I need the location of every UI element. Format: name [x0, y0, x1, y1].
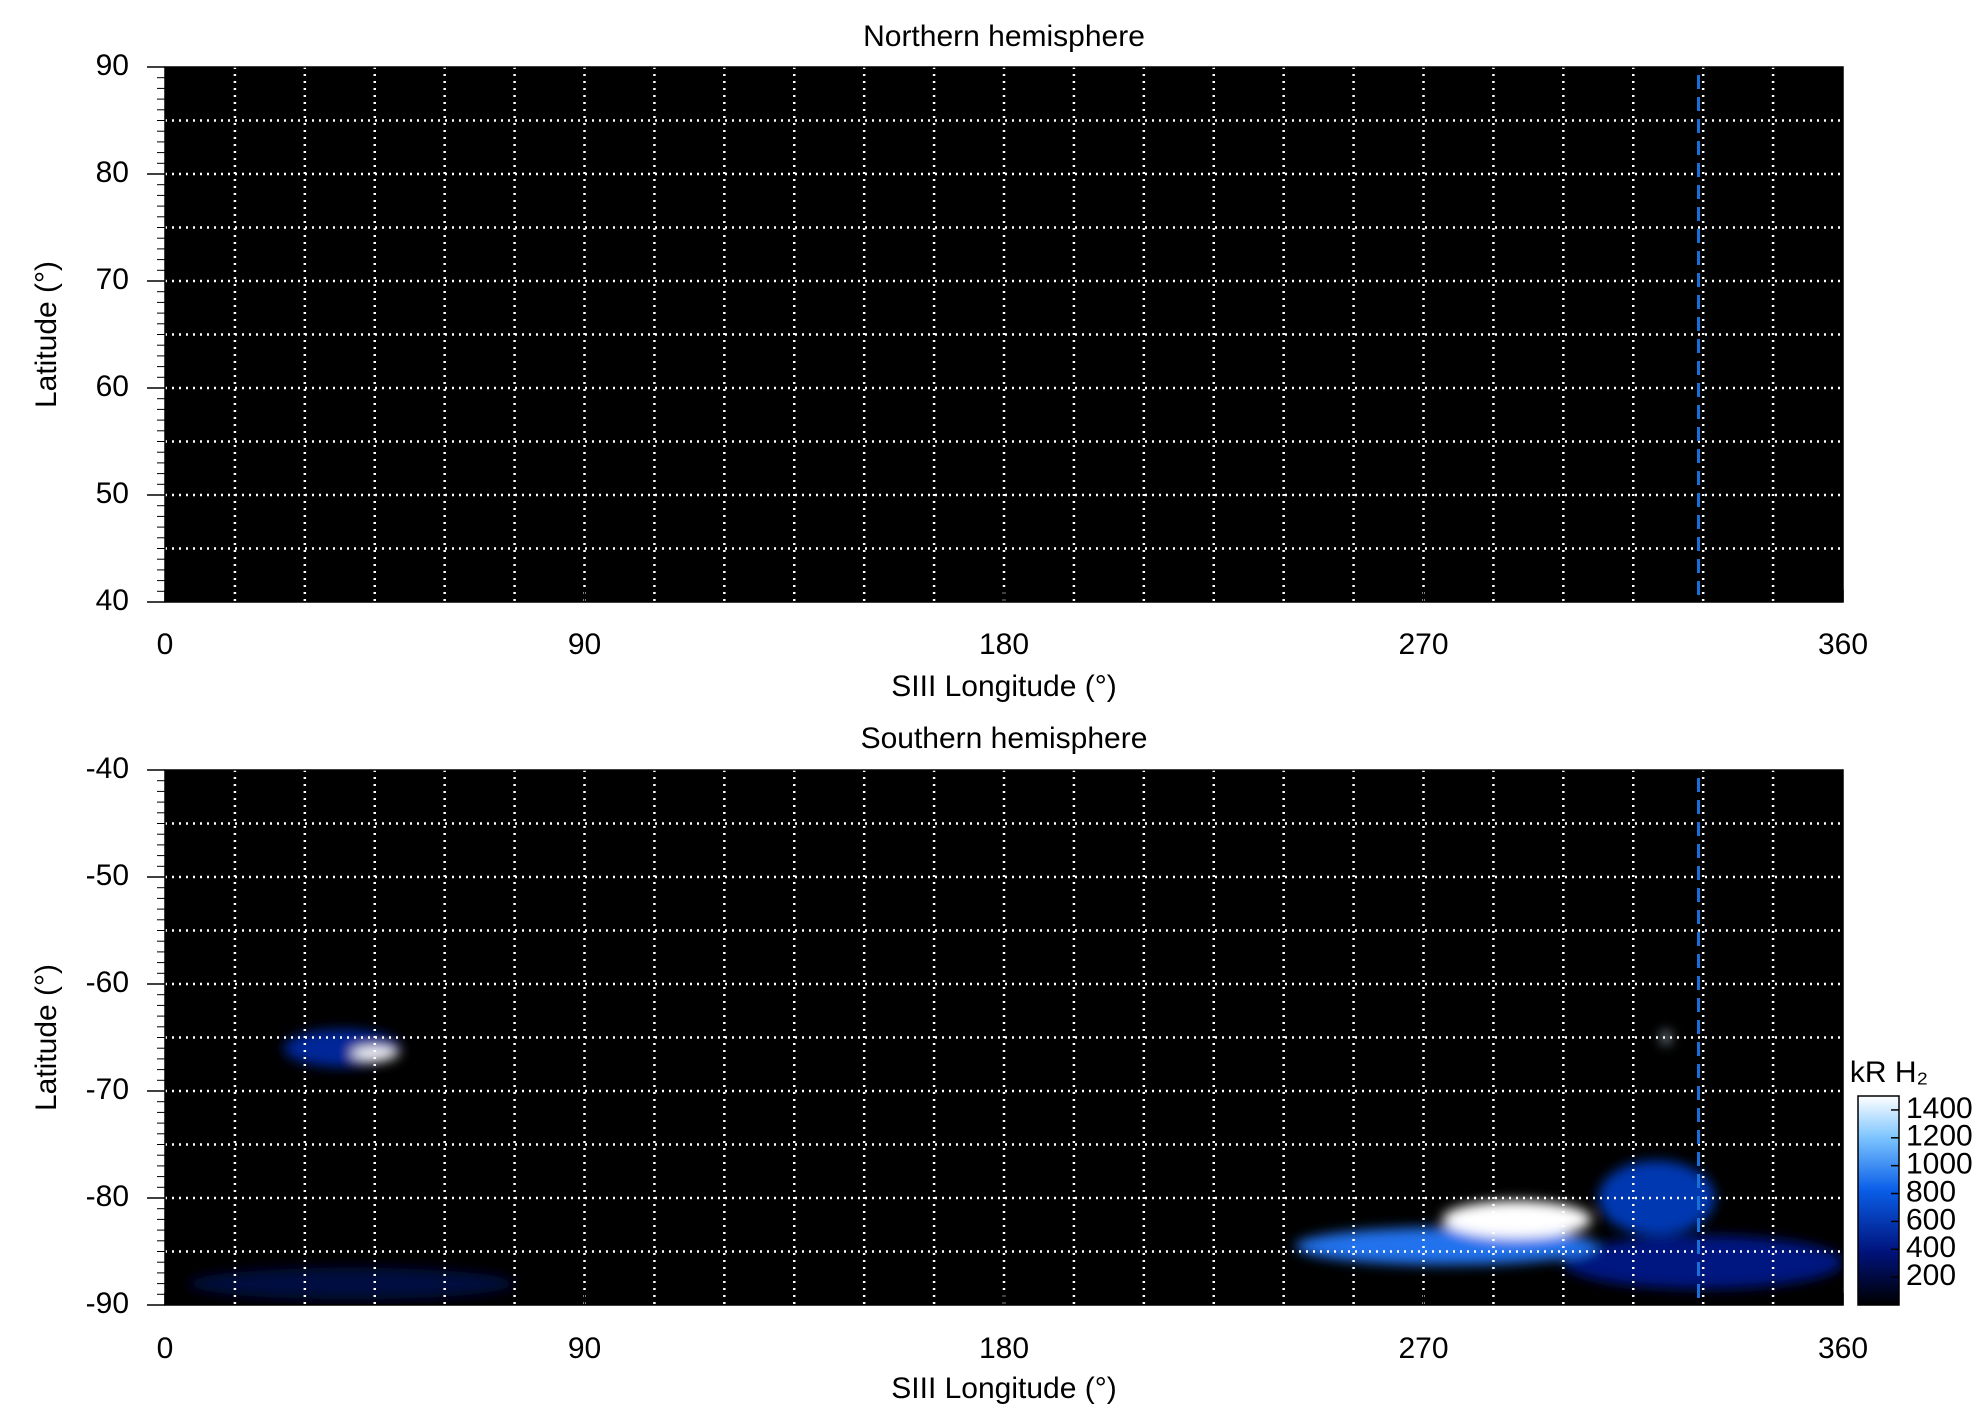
colorbar-tick-label: 200 [1906, 1259, 1956, 1292]
x-tick-label: 180 [979, 628, 1029, 661]
y-tick-label: -40 [86, 752, 129, 785]
x-tick-label: 90 [568, 1332, 601, 1365]
y-tick-label: -60 [86, 966, 129, 999]
y-tick-label: -90 [86, 1287, 129, 1320]
emission-region [351, 1047, 399, 1060]
y-tick-label: 60 [96, 370, 129, 403]
y-tick-label: 50 [96, 477, 129, 510]
y-tick-label: 80 [96, 156, 129, 189]
panel-title: Southern hemisphere [861, 722, 1148, 755]
y-axis-label: Latitude (°) [30, 964, 63, 1111]
colorbar-tick-label: 600 [1906, 1203, 1956, 1236]
y-tick-label: -70 [86, 1073, 129, 1106]
y-tick-label: 90 [96, 49, 129, 82]
colorbar-tick-label: 1400 [1906, 1092, 1973, 1125]
y-axis-label: Latitude (°) [30, 261, 63, 408]
colorbar-tick-label: 1200 [1906, 1120, 1973, 1153]
x-tick-label: 90 [568, 628, 601, 661]
emission-region [1442, 1200, 1592, 1239]
panel-title: Northern hemisphere [863, 20, 1145, 53]
x-axis-label: SIII Longitude (°) [891, 1372, 1116, 1405]
emission-region [188, 1267, 515, 1300]
x-tick-label: 360 [1818, 1332, 1868, 1365]
colorbar-label: kR H₂ [1850, 1056, 1928, 1089]
emission-region [1563, 1235, 1843, 1289]
x-tick-label: 0 [157, 628, 174, 661]
x-tick-label: 360 [1818, 628, 1868, 661]
x-tick-label: 270 [1398, 628, 1448, 661]
colorbar-tick-label: 1000 [1906, 1148, 1973, 1181]
emission-region [1662, 1031, 1670, 1044]
y-tick-label: -80 [86, 1180, 129, 1213]
colorbar [1857, 1095, 1900, 1306]
x-tick-label: 180 [979, 1332, 1029, 1365]
x-tick-label: 0 [157, 1332, 174, 1365]
colorbar-tick-label: 400 [1906, 1231, 1956, 1264]
colorbar-tick-label: 800 [1906, 1175, 1956, 1208]
y-tick-label: 70 [96, 263, 129, 296]
y-tick-label: 40 [96, 584, 129, 617]
x-tick-label: 270 [1398, 1332, 1448, 1365]
x-axis-label: SIII Longitude (°) [891, 670, 1116, 703]
y-tick-label: -50 [86, 859, 129, 892]
